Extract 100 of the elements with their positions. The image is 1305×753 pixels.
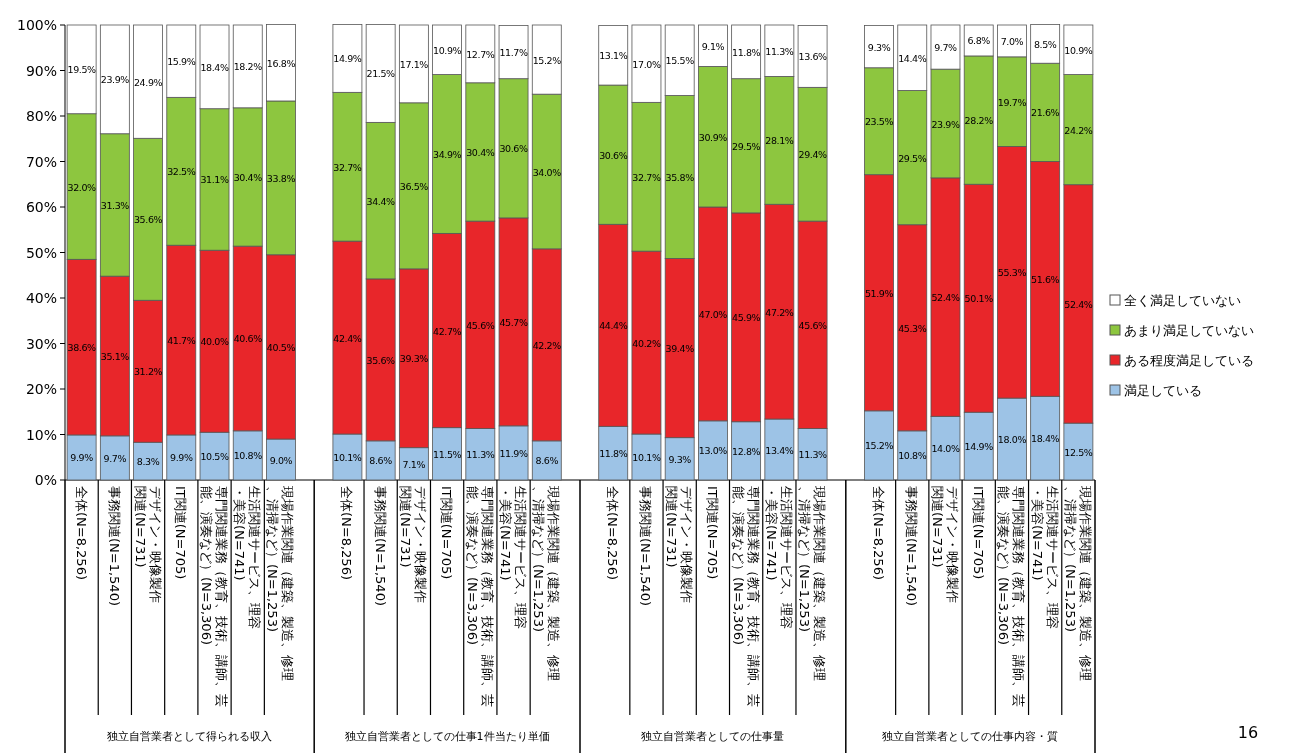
data-label: 45.6%	[798, 319, 828, 331]
data-label: 50.1%	[964, 293, 994, 305]
data-label: 11.8%	[732, 46, 761, 58]
data-label: 11.5%	[433, 448, 462, 460]
data-label: 42.4%	[333, 332, 362, 344]
text: 独立自営業者として得られる収入	[107, 730, 273, 743]
data-label: 11.3%	[798, 449, 828, 461]
data-label: 21.5%	[366, 68, 396, 80]
data-label: 10.8%	[233, 450, 263, 462]
data-label: 29.4%	[798, 149, 828, 161]
data-label: 13.1%	[599, 50, 628, 62]
x-tick-label: IT関連(N=705)	[439, 486, 455, 580]
data-label: 13.6%	[798, 51, 828, 63]
data-label: 9.9%	[170, 452, 193, 464]
data-label: 39.4%	[665, 343, 695, 355]
data-label: 34.4%	[366, 195, 396, 207]
data-label: 32.0%	[67, 181, 97, 193]
data-label: 44.4%	[599, 320, 628, 332]
data-label: 30.4%	[233, 171, 263, 183]
data-label: 10.1%	[333, 452, 362, 464]
data-label: 23.9%	[100, 74, 130, 86]
data-label: 24.9%	[133, 76, 163, 88]
data-label: 9.0%	[269, 454, 293, 466]
data-label: 14.9%	[333, 53, 362, 65]
data-label: 39.3%	[399, 353, 429, 365]
data-label: 32.5%	[167, 166, 196, 178]
data-label: 45.3%	[898, 322, 927, 334]
data-label: 35.1%	[100, 351, 130, 363]
x-tick-label: 全体(N=8,256)	[871, 486, 887, 580]
x-tick-label: 生活関連サービス、理容・美容(N=741)	[232, 486, 263, 629]
data-label: 21.6%	[1031, 107, 1060, 119]
data-label: 19.7%	[997, 96, 1027, 108]
data-label: 33.8%	[266, 172, 296, 184]
data-label: 10.5%	[200, 451, 229, 463]
data-label: 28.2%	[964, 115, 994, 127]
data-label: 12.7%	[466, 48, 495, 60]
data-label: 9.7%	[934, 42, 958, 54]
x-tick-label: 事務関連(N=1,540)	[904, 486, 920, 606]
y-tick-label: 10%	[25, 426, 57, 443]
data-label: 18.0%	[997, 434, 1027, 446]
data-label: 32.7%	[333, 161, 362, 173]
y-tick-label: 80%	[25, 108, 57, 124]
data-label: 15.9%	[167, 56, 196, 68]
data-label: 9.3%	[867, 41, 891, 53]
data-label: 29.5%	[732, 140, 761, 152]
x-tick-label: 専門関連業務（教育、技術、講師、芸能、演奏など）(N=3,306)	[730, 486, 761, 707]
y-tick-label: 20%	[25, 381, 57, 397]
data-label: 7.1%	[402, 458, 426, 470]
data-label: 30.6%	[599, 149, 628, 161]
data-label: 7.0%	[1000, 35, 1024, 47]
data-label: 36.5%	[399, 180, 429, 192]
data-label: 34.9%	[433, 148, 462, 160]
y-tick-label: 100%	[16, 17, 57, 33]
data-label: 14.9%	[964, 441, 994, 453]
x-tick-label: 生活関連サービス、理容・美容(N=741)	[1029, 486, 1060, 629]
x-tick-label: 専門関連業務（教育、技術、講師、芸能、演奏など）(N=3,306)	[199, 486, 230, 707]
data-label: 9.9%	[70, 452, 94, 464]
data-label: 28.1%	[765, 135, 794, 147]
data-label: 15.2%	[532, 54, 562, 66]
data-label: 11.8%	[599, 448, 628, 460]
x-tick-label: 事務関連(N=1,540)	[638, 486, 654, 606]
data-label: 31.2%	[133, 366, 163, 378]
data-label: 45.9%	[732, 312, 761, 324]
data-label: 14.4%	[898, 52, 927, 64]
y-tick-label: 70%	[25, 153, 57, 170]
data-label: 40.0%	[200, 336, 229, 348]
data-label: 23.5%	[864, 116, 894, 128]
x-tick-label: 全体(N=8,256)	[339, 486, 355, 580]
data-label: 23.9%	[931, 118, 960, 130]
data-label: 40.6%	[233, 333, 263, 345]
y-tick-label: 60%	[25, 199, 57, 215]
text: 独立自営業者としての仕事量	[641, 730, 785, 743]
x-tick-label: 事務関連(N=1,540)	[106, 486, 122, 606]
x-tick-label: 生活関連サービス、理容・美容(N=741)	[763, 486, 794, 629]
data-label: 47.0%	[698, 308, 728, 320]
x-tick-label: デザイン・映像製作関連(N=731)	[132, 486, 163, 603]
data-label: 17.1%	[399, 58, 429, 70]
data-label: 9.1%	[701, 40, 725, 52]
data-label: 15.2%	[864, 440, 894, 452]
data-label: 10.8%	[898, 450, 927, 462]
x-tick-label: 現場作業関連（建築、製造、修理、清掃など）(N=1,253)	[531, 486, 562, 681]
data-label: 42.7%	[433, 325, 462, 337]
data-label: 13.4%	[765, 444, 794, 456]
data-label: 14.0%	[931, 443, 960, 455]
data-label: 40.5%	[266, 341, 296, 353]
text: 独立自営業者としての仕事1件当たり単価	[344, 730, 550, 743]
data-label: 41.7%	[167, 335, 196, 347]
x-tick-label: 現場作業関連（建築、製造、修理、清掃など）(N=1,253)	[797, 486, 828, 681]
data-label: 18.4%	[1031, 433, 1060, 445]
legend-label: 満足している	[1124, 383, 1202, 398]
data-label: 18.2%	[233, 61, 263, 73]
data-label: 31.3%	[100, 199, 130, 211]
x-tick-label: 専門関連業務（教育、技術、講師、芸能、演奏など）(N=3,306)	[464, 486, 495, 707]
data-label: 34.0%	[532, 166, 562, 178]
data-label: 16.8%	[266, 57, 296, 69]
data-label: 55.3%	[997, 267, 1027, 279]
data-label: 10.9%	[1064, 44, 1093, 56]
x-tick-label: デザイン・映像製作関連(N=731)	[664, 486, 695, 603]
data-label: 9.7%	[103, 452, 127, 464]
x-tick-label: デザイン・映像製作関連(N=731)	[929, 486, 960, 603]
